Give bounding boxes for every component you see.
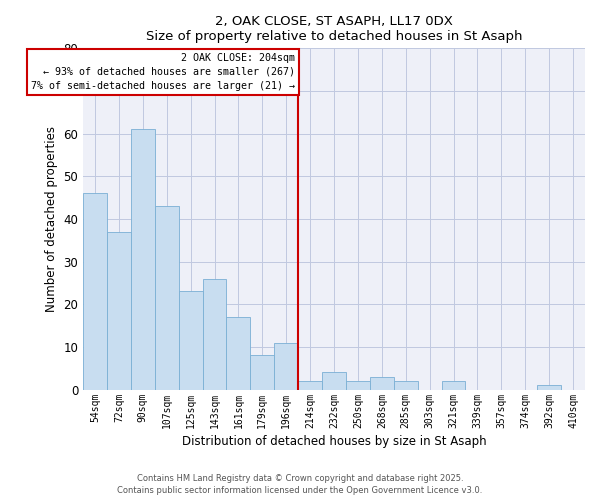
- Bar: [370, 376, 394, 390]
- Bar: [203, 278, 226, 390]
- Bar: [155, 206, 179, 390]
- Bar: [537, 386, 561, 390]
- Bar: [179, 292, 203, 390]
- Y-axis label: Number of detached properties: Number of detached properties: [45, 126, 58, 312]
- Title: 2, OAK CLOSE, ST ASAPH, LL17 0DX
Size of property relative to detached houses in: 2, OAK CLOSE, ST ASAPH, LL17 0DX Size of…: [146, 15, 522, 43]
- Bar: [83, 194, 107, 390]
- Bar: [298, 381, 322, 390]
- Bar: [322, 372, 346, 390]
- Bar: [250, 356, 274, 390]
- X-axis label: Distribution of detached houses by size in St Asaph: Distribution of detached houses by size …: [182, 434, 487, 448]
- Bar: [394, 381, 418, 390]
- Text: 2 OAK CLOSE: 204sqm
← 93% of detached houses are smaller (267)
7% of semi-detach: 2 OAK CLOSE: 204sqm ← 93% of detached ho…: [31, 52, 295, 90]
- Bar: [226, 317, 250, 390]
- Text: Contains HM Land Registry data © Crown copyright and database right 2025.
Contai: Contains HM Land Registry data © Crown c…: [118, 474, 482, 495]
- Bar: [274, 342, 298, 390]
- Bar: [107, 232, 131, 390]
- Bar: [131, 130, 155, 390]
- Bar: [442, 381, 466, 390]
- Bar: [346, 381, 370, 390]
